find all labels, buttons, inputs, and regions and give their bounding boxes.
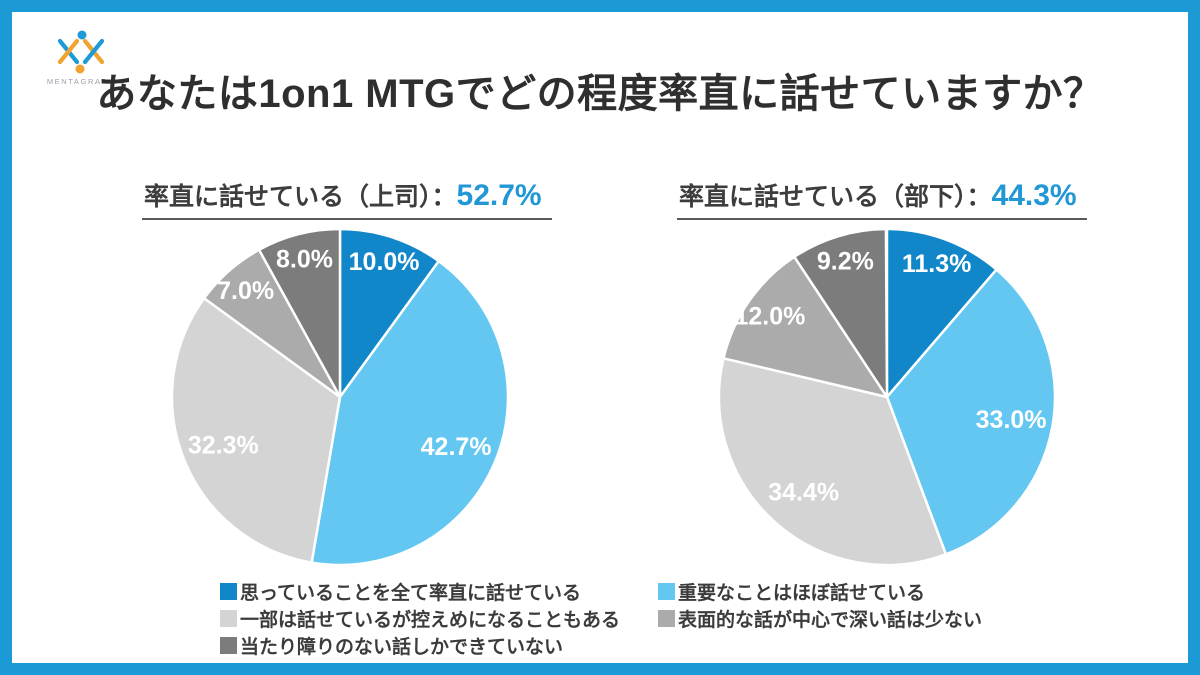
pie-slice-label: 8.0%	[276, 246, 333, 274]
legend-marker-mid-gray	[658, 610, 675, 627]
legend-label: 重要なことはほぼ話せている	[678, 583, 926, 604]
pie-slice-label: 9.2%	[817, 247, 874, 275]
legend-label: 思っていることを全て率直に話せている	[240, 583, 582, 604]
pie-slice-label: 11.3%	[902, 250, 972, 278]
legend-marker-dark-blue	[220, 583, 237, 600]
pie-chart-boss: 10.0% 42.7% 32.3% 7.0%8.0%	[170, 227, 510, 567]
legend-item: 重要なことはほぼ話せている	[658, 578, 982, 605]
legend-item: 当たり障りのない話しかできていない	[220, 632, 620, 659]
page-title: あなたは1on1 MTGでどの程度率直に話せていますか？	[96, 72, 1104, 116]
chart-heading-subordinate-text: 率直に話せている（部下）：	[679, 183, 992, 211]
pie-slice	[793, 227, 889, 399]
legend-label: 一部は話せているが控えめになることもある	[240, 610, 621, 631]
logo: MENTAGRAPH	[44, 30, 118, 86]
legend-item: 表面的な話が中心で深い話は少ない	[658, 605, 982, 632]
pie-slice	[717, 357, 948, 567]
pie-slice	[722, 255, 889, 399]
legend-label: 当たり障りのない話しかできていない	[240, 637, 564, 658]
legend-marker-light-gray	[220, 610, 237, 627]
pie-slice-label: 33.0%	[976, 406, 1047, 434]
chart-heading-boss-value: 52.7%	[456, 179, 542, 212]
pie-slice	[310, 259, 510, 567]
mentagraph-logo-icon	[57, 30, 105, 74]
chart-heading-subordinate: 率直に話せている（部下）：44.3%	[677, 180, 1087, 220]
legend-item: 思っていることを全て率直に話せている	[220, 578, 620, 605]
pie-slice	[885, 227, 998, 399]
pie-slice-label: 34.4%	[768, 479, 839, 507]
legend-marker-light-blue	[658, 583, 675, 600]
chart-heading-subordinate-value: 44.3%	[991, 179, 1077, 212]
pie-slice-label: 7.0%	[217, 277, 274, 305]
legend-marker-dark-gray	[220, 637, 237, 654]
chart-heading-boss-text: 率直に話せている（上司）：	[144, 183, 457, 211]
pie-slice-label: 42.7%	[421, 433, 492, 461]
pie-slice	[257, 227, 342, 399]
logo-brand-text: MENTAGRAPH	[46, 77, 116, 86]
pie-slice-label: 12.0%	[734, 302, 805, 330]
pie-slice	[338, 227, 440, 399]
legend-column-1: 思っていることを全て率直に話せている 一部は話せているが控えめになることもある …	[220, 578, 620, 659]
legend-item: 一部は話せているが控えめになることもある	[220, 605, 620, 632]
legend-column-2: 重要なことはほぼ話せている 表面的な話が中心で深い話は少ない	[658, 578, 982, 632]
pie-chart-subordinate: 11.3% 33.0% 34.4% 12.0% 9.2%	[717, 227, 1057, 567]
chart-heading-boss: 率直に話せている（上司）：52.7%	[142, 180, 552, 220]
pie-slice-label: 10.0%	[349, 248, 420, 276]
legend-label: 表面的な話が中心で深い話は少ない	[678, 610, 983, 631]
pie-slice	[885, 268, 1057, 556]
pie-slice	[170, 297, 342, 564]
pie-slice-label: 32.3%	[188, 432, 259, 460]
